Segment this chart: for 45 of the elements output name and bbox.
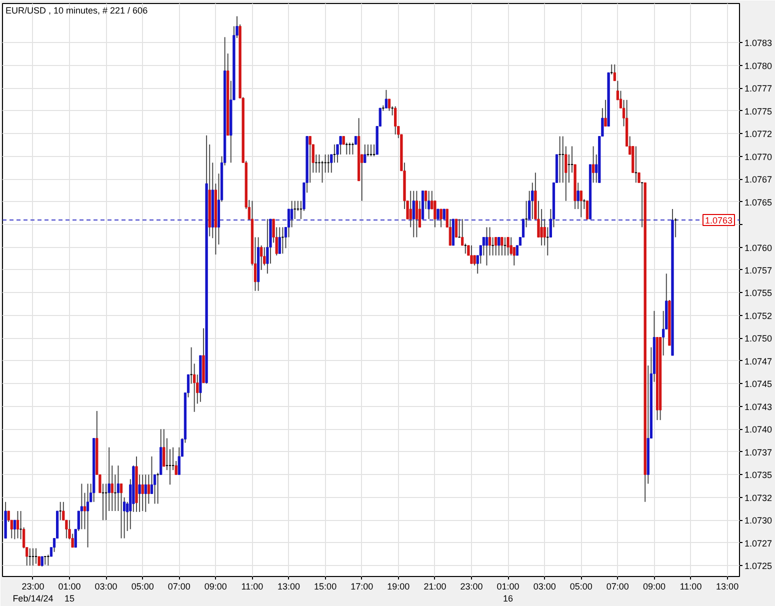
y-tick-label: 1.0772 [744,129,772,140]
x-tick-label: 05:00 [570,582,592,592]
chart-title: EUR/USD , 10 minutes, # 221 / 606 [6,6,148,16]
x-tick-label: 11:00 [241,582,264,592]
x-tick-label: 19:00 [387,582,410,592]
x-tick-label: 01:00 16 [496,582,520,604]
y-tick-label: 1.0747 [744,356,772,366]
y-tick-label: 1.0730 [744,516,772,526]
y-tick-label: 1.0770 [744,152,772,162]
y-tick-label: 1.0737 [744,447,772,458]
x-tick-label: 17:00 [350,582,374,592]
y-tick-label: 1.0743 [744,402,772,412]
y-tick-label: 1.0732 [744,492,772,503]
x-tick-label: 05:00 [131,582,154,592]
x-tick-label: 11:00 [680,582,702,592]
x-tick-label: 07:00 [606,582,629,592]
x-tick-label: 01:00 15 [58,582,81,604]
y-tick-label: 1.0752 [744,310,772,321]
y-tick-label: 1.0750 [744,334,772,344]
x-tick-label: 03:00 [94,582,118,592]
x-tick-label: 13:00 [716,582,739,592]
x-tick-label: 07:00 [168,582,190,592]
y-tick-label: 1.0735 [744,470,772,480]
y-tick-label: 1.0777 [744,84,772,94]
ref-line-label: 1.0763 [704,215,733,226]
y-tick-label: 1.0757 [744,265,772,276]
x-tick-label: 15:00 [314,582,337,592]
x-tick-label: 13:00 [278,582,300,592]
y-tick-label: 1.0740 [744,424,772,435]
y-tick-label: 1.0725 [744,561,772,572]
y-tick-label: 1.0775 [744,106,772,116]
y-tick-label: 1.0780 [744,60,772,71]
x-tick-label: 23:00 Feb/14/24 [12,582,54,604]
y-tick-label: 1.0745 [744,379,772,390]
y-tick-label: 1.0783 [744,38,772,48]
x-tick-label: 03:00 [533,582,556,592]
x-tick-label: 09:00 [204,582,227,592]
y-tick-label: 1.0765 [744,197,772,208]
y-tick-label: 1.0760 [744,242,772,253]
x-tick-label: 23:00 [460,582,483,592]
y-tick-label: 1.0767 [744,174,772,185]
x-tick-label: 09:00 [642,582,666,592]
x-tick-label: 21:00 [424,582,446,592]
y-tick-label: 1.0755 [744,288,772,298]
y-tick-label: 1.0727 [744,538,772,548]
